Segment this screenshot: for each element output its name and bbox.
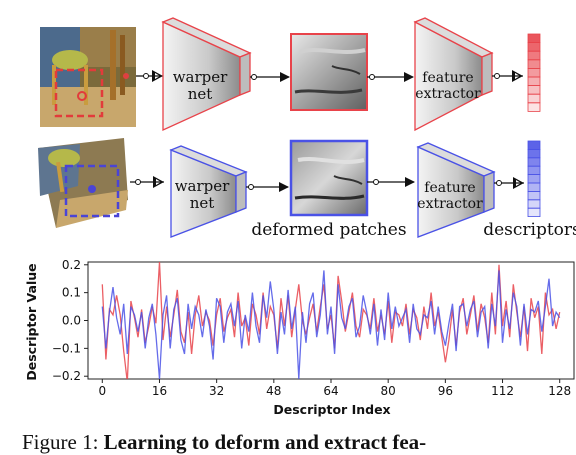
descriptor-cell xyxy=(527,182,541,192)
x-tick-label: 80 xyxy=(381,384,396,398)
descriptor-cell xyxy=(527,165,541,175)
warper-net-red: warper net xyxy=(161,17,252,132)
caption-bold: Learning to deform and extract fea- xyxy=(103,430,427,454)
descriptor-bar-red xyxy=(527,33,541,112)
descriptor-cell xyxy=(527,190,541,201)
y-tick-label: 0.2 xyxy=(62,258,81,272)
extractor-label-blue-line2: extractor xyxy=(417,196,483,212)
x-tick-label: 112 xyxy=(491,384,514,398)
descriptor-cell xyxy=(527,33,541,44)
caption-prefix: Figure 1: xyxy=(22,430,104,454)
input-image-blue xyxy=(38,138,128,228)
descriptor-cell xyxy=(527,140,541,150)
y-tick-label: −0.2 xyxy=(52,369,81,383)
input-image-red xyxy=(40,27,136,127)
descriptor-cell xyxy=(527,174,541,184)
descriptor-cell xyxy=(527,199,541,209)
descriptor-cell xyxy=(527,42,541,52)
row-red: warper net feature extractor xyxy=(40,17,541,132)
x-tick-label: 128 xyxy=(548,384,571,398)
deformed-patches-label: deformed patches xyxy=(251,220,406,240)
series-line-red xyxy=(101,262,561,379)
x-tick-label: 0 xyxy=(98,384,106,398)
descriptors-label: descriptors xyxy=(483,220,576,240)
x-tick-label: 48 xyxy=(266,384,281,398)
descriptor-chart: 0 16 32 48 64 80 96 112 128 −0.2 −0.1 0.0 0.1 0.2 Des… xyxy=(24,258,575,417)
warper-label-red-line2: net xyxy=(188,85,213,103)
x-tick-label: 64 xyxy=(323,384,338,398)
extractor-label-red-line1: feature xyxy=(422,70,473,86)
descriptor-cell xyxy=(527,85,541,95)
y-tick-label: 0.0 xyxy=(62,314,81,328)
warper-label-red-line1: warper xyxy=(173,68,228,86)
figure-caption: Figure 1: Learning to deform and extract… xyxy=(22,430,576,455)
x-tick-label: 32 xyxy=(209,384,224,398)
feature-extractor-blue: feature extractor xyxy=(416,142,496,238)
y-tick-label: −0.1 xyxy=(52,341,81,355)
patch-box-red xyxy=(54,68,104,118)
descriptor-cell xyxy=(527,68,541,78)
y-tick-label: 0.1 xyxy=(62,286,81,300)
descriptor-cell xyxy=(527,59,541,69)
descriptor-cell xyxy=(527,93,541,104)
row-blue: warper net feature extractor deformed pa… xyxy=(38,138,576,240)
descriptor-cell xyxy=(527,102,541,112)
deformed-patch-red xyxy=(290,33,368,111)
warper-label-blue-line2: net xyxy=(190,194,215,212)
x-tick-label: 16 xyxy=(152,384,167,398)
descriptor-cell xyxy=(527,50,541,61)
descriptor-cell xyxy=(527,148,541,159)
descriptor-bar-blue xyxy=(527,140,541,217)
warper-net-blue: warper net xyxy=(169,145,248,238)
patch-box-blue xyxy=(64,164,120,218)
chart-xlabel: Descriptor Index xyxy=(273,402,390,417)
descriptor-cell xyxy=(527,76,541,87)
series-line-blue xyxy=(101,270,561,379)
chart-ylabel: Descriptor Value xyxy=(24,263,39,380)
warper-label-blue-line1: warper xyxy=(175,177,230,195)
descriptor-cell xyxy=(527,207,541,217)
extractor-label-blue-line1: feature xyxy=(424,180,475,196)
extractor-label-red-line2: extractor xyxy=(415,86,481,102)
descriptor-cell xyxy=(527,157,541,167)
deformed-patch-blue xyxy=(289,139,369,217)
x-tick-label: 96 xyxy=(438,384,453,398)
feature-extractor-red: feature extractor xyxy=(413,17,494,132)
